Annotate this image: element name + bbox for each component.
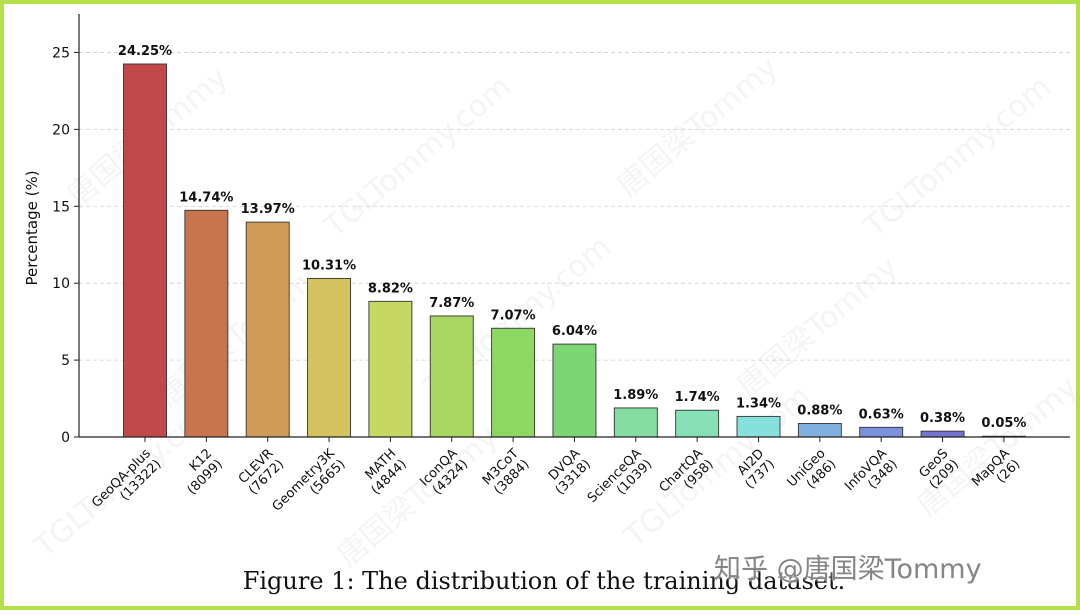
value-label: 14.74% [179, 190, 233, 205]
bar [123, 63, 167, 438]
value-label: 13.97% [241, 202, 295, 217]
bar-chart: 唐国梁TommyTGLTommy.com唐国梁TommyTGLTommy.com… [23, 14, 1080, 574]
bar [552, 343, 597, 438]
bar [675, 409, 720, 438]
bar [184, 209, 229, 438]
watermark-text: TGLTommy.com [857, 69, 1057, 245]
x-tick-label: Geometry3K(5665) [270, 446, 349, 525]
watermark-text: 唐国梁Tommy [911, 370, 1080, 524]
bar [859, 426, 904, 438]
bar [797, 423, 842, 438]
value-labels: 24.25% 14.74% 13.97% 10.31% 8.82% 7.87% 7.07% 6… [118, 44, 1027, 431]
y-tick-label: 0 [61, 430, 70, 446]
value-label: 7.07% [491, 308, 536, 323]
value-label: 8.82% [368, 281, 413, 296]
bars [123, 63, 1026, 438]
value-label: 0.38% [920, 411, 965, 426]
value-label: 10.31% [302, 258, 356, 273]
value-label: 1.74% [675, 390, 720, 405]
bar [429, 315, 474, 438]
x-tick-label: UniGeo(486) [785, 446, 840, 501]
x-tick-label: InfoVQA(348) [842, 446, 900, 504]
y-tick-label: 20 [52, 122, 70, 138]
bar [736, 415, 781, 438]
watermark-text: 唐国梁Tommy [731, 250, 905, 404]
bar [920, 430, 965, 438]
bar [613, 407, 658, 438]
bar [491, 327, 536, 438]
x-tick-label: DVQA(3318) [542, 446, 594, 498]
value-label: 0.88% [797, 403, 842, 418]
value-label: 0.63% [859, 407, 904, 422]
y-tick-label: 15 [52, 199, 70, 215]
x-tick-label: CLEVR(7672) [235, 446, 287, 498]
watermark-brand: 知乎 @唐国梁Tommy [714, 554, 982, 585]
value-label: 1.34% [736, 396, 781, 411]
y-tick-label: 25 [52, 45, 70, 61]
watermark-text: 唐国梁Tommy [331, 420, 505, 574]
watermark-text: TGLTommy.com [317, 69, 517, 245]
value-label: 7.87% [429, 296, 474, 311]
watermark-text: 唐国梁Tommy [611, 50, 785, 204]
y-tick-label: 10 [52, 276, 70, 292]
value-label: 0.05% [981, 416, 1026, 431]
y-tick-label: 5 [61, 353, 70, 369]
bar [245, 221, 290, 438]
value-label: 6.04% [552, 324, 597, 339]
value-label: 1.89% [613, 388, 658, 403]
figure-caption: Figure 1: The distribution of the traini… [242, 567, 846, 595]
bar [368, 300, 413, 438]
bar [307, 277, 351, 438]
value-label: 24.25% [118, 44, 172, 59]
y-axis-label: Percentage (%) [23, 170, 41, 285]
